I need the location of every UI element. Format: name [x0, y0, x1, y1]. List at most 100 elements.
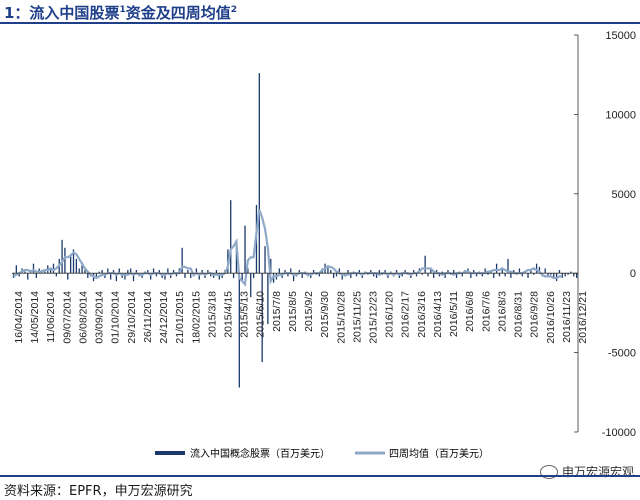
- bar: [484, 268, 486, 274]
- bar: [107, 268, 109, 274]
- bar: [264, 246, 266, 274]
- bar: [15, 265, 17, 274]
- x-tick-label: 2016/8/31: [513, 291, 525, 338]
- bar: [152, 268, 155, 274]
- bar: [278, 268, 280, 274]
- bar: [155, 273, 158, 277]
- bar: [290, 268, 292, 274]
- bar: [75, 258, 78, 274]
- bar: [375, 273, 378, 278]
- x-tick-label: 2016/6/8: [464, 291, 476, 332]
- bar: [207, 270, 209, 274]
- bar: [518, 268, 521, 274]
- bar: [427, 273, 429, 277]
- bar: [18, 273, 20, 277]
- bar: [384, 270, 386, 274]
- bar: [521, 273, 523, 277]
- bar: [124, 273, 126, 280]
- bar: [441, 271, 443, 274]
- x-tick-label: 2016/3/16: [416, 291, 428, 338]
- bar: [330, 270, 332, 274]
- bar: [110, 273, 112, 280]
- bar: [201, 270, 203, 274]
- bar: [292, 273, 295, 282]
- bar: [530, 270, 532, 274]
- x-tick-label: 2016/8/3: [496, 291, 508, 332]
- bar: [215, 270, 218, 274]
- bar: [27, 273, 29, 280]
- x-axis-labels-group: 16/04/2014 14/05/2014 11/06/2014 09/07/2014…: [13, 291, 589, 344]
- bar: [455, 273, 458, 278]
- bar: [527, 273, 529, 278]
- x-tick-label: 21/01/2015: [174, 291, 186, 344]
- bar: [327, 265, 329, 274]
- bar: [401, 273, 403, 277]
- bar: [24, 271, 26, 274]
- x-tick-label: 29/10/2014: [126, 291, 138, 344]
- bar: [558, 270, 561, 274]
- bar: [164, 273, 166, 280]
- bar: [70, 254, 72, 274]
- bar: [252, 273, 255, 278]
- bar: [550, 273, 552, 275]
- bar: [370, 270, 372, 274]
- bar: [81, 262, 83, 274]
- x-tick-label: 2016/11/23: [561, 291, 573, 343]
- bar: [421, 273, 423, 275]
- x-tick-label: 2015/4/15: [222, 291, 234, 338]
- wechat-icon: [539, 464, 558, 479]
- x-tick-label: 11/06/2014: [45, 291, 57, 343]
- bar: [473, 270, 475, 274]
- bar: [461, 273, 463, 277]
- bar: [347, 270, 349, 274]
- bar: [67, 273, 69, 280]
- bar: [247, 268, 249, 274]
- x-tick-label: 2016/12/21: [577, 291, 589, 344]
- bar: [424, 255, 426, 274]
- bar: [373, 273, 375, 277]
- bar: [261, 273, 263, 363]
- bar: [72, 249, 75, 274]
- bar: [318, 273, 320, 277]
- bar: [35, 273, 37, 278]
- x-tick-label: 18/02/2015: [190, 291, 202, 344]
- bar: [453, 270, 455, 274]
- bar: [301, 273, 303, 278]
- bar: [395, 270, 398, 274]
- bar: [218, 273, 220, 280]
- bar: [210, 273, 212, 277]
- bar: [235, 244, 238, 274]
- bar: [447, 270, 449, 274]
- y-tick-label: -10000: [602, 427, 636, 439]
- bar: [250, 273, 252, 298]
- bar: [244, 225, 246, 274]
- bar: [132, 273, 135, 282]
- bar: [573, 273, 575, 277]
- bar: [32, 263, 35, 274]
- bar: [312, 270, 315, 274]
- y-tick-label: 10000: [605, 109, 636, 121]
- bar: [232, 273, 235, 278]
- bar: [195, 268, 198, 274]
- bar: [150, 273, 152, 280]
- bar: [575, 273, 578, 278]
- x-tick-label: 2015/7/8: [271, 291, 283, 332]
- bar: [158, 270, 160, 274]
- bar: [87, 273, 89, 278]
- bar: [547, 273, 549, 277]
- bar: [493, 273, 495, 278]
- x-tick-label: 26/11/2014: [142, 291, 154, 343]
- x-tick-label: 2016/5/11: [448, 291, 460, 337]
- bar: [533, 273, 535, 275]
- bar: [52, 263, 55, 274]
- bar: [415, 273, 418, 277]
- y-tick-label: 15000: [605, 30, 636, 42]
- bar: [135, 270, 138, 274]
- x-tick-label: 09/07/2014: [61, 291, 73, 344]
- x-tick-label: 2015/9/30: [319, 291, 331, 338]
- bar: [358, 270, 361, 274]
- bar: [284, 270, 286, 274]
- x-tick-label: 2015/6/10: [255, 291, 267, 338]
- bar: [130, 268, 132, 274]
